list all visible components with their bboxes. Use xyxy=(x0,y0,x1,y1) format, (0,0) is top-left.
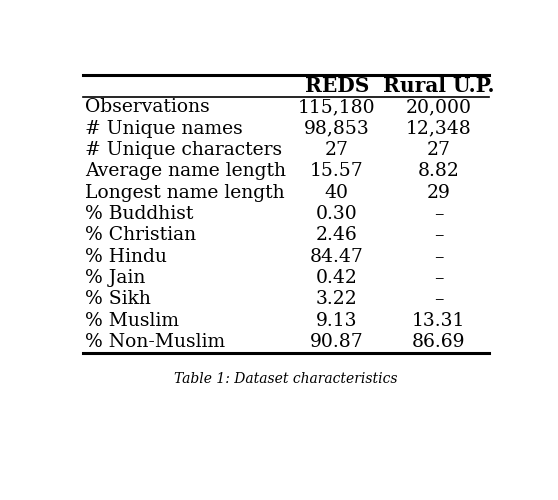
Text: 115,180: 115,180 xyxy=(298,98,376,116)
Text: % Buddhist: % Buddhist xyxy=(85,205,193,223)
Text: 27: 27 xyxy=(426,141,450,159)
Text: Average name length: Average name length xyxy=(85,162,286,180)
Text: 84.47: 84.47 xyxy=(310,248,364,266)
Text: Rural U.P.: Rural U.P. xyxy=(383,76,494,96)
Text: 8.82: 8.82 xyxy=(417,162,459,180)
Text: –: – xyxy=(434,269,443,287)
Text: –: – xyxy=(434,226,443,244)
Text: Observations: Observations xyxy=(85,98,210,116)
Text: % Sikh: % Sikh xyxy=(85,290,151,308)
Text: # Unique characters: # Unique characters xyxy=(85,141,282,159)
Text: 13.31: 13.31 xyxy=(412,312,465,330)
Text: –: – xyxy=(434,290,443,308)
Text: % Jain: % Jain xyxy=(85,269,145,287)
Text: % Christian: % Christian xyxy=(85,226,196,244)
Text: % Hindu: % Hindu xyxy=(85,248,167,266)
Text: 9.13: 9.13 xyxy=(316,312,358,330)
Text: Table 1: Dataset characteristics: Table 1: Dataset characteristics xyxy=(174,372,398,386)
Text: # Unique names: # Unique names xyxy=(85,120,243,138)
Text: 90.87: 90.87 xyxy=(310,333,364,351)
Text: 27: 27 xyxy=(325,141,349,159)
Text: 0.42: 0.42 xyxy=(316,269,358,287)
Text: % Non-Muslim: % Non-Muslim xyxy=(85,333,225,351)
Text: 20,000: 20,000 xyxy=(406,98,472,116)
Text: –: – xyxy=(434,205,443,223)
Text: 86.69: 86.69 xyxy=(412,333,465,351)
Text: 3.22: 3.22 xyxy=(316,290,358,308)
Text: 2.46: 2.46 xyxy=(316,226,358,244)
Text: 0.30: 0.30 xyxy=(316,205,358,223)
Text: REDS: REDS xyxy=(305,76,369,96)
Text: –: – xyxy=(434,248,443,266)
Text: 12,348: 12,348 xyxy=(406,120,472,138)
Text: 40: 40 xyxy=(325,184,349,202)
Text: Longest name length: Longest name length xyxy=(85,184,285,202)
Text: 98,853: 98,853 xyxy=(304,120,369,138)
Text: 29: 29 xyxy=(426,184,450,202)
Text: % Muslim: % Muslim xyxy=(85,312,179,330)
Text: 15.57: 15.57 xyxy=(310,162,364,180)
